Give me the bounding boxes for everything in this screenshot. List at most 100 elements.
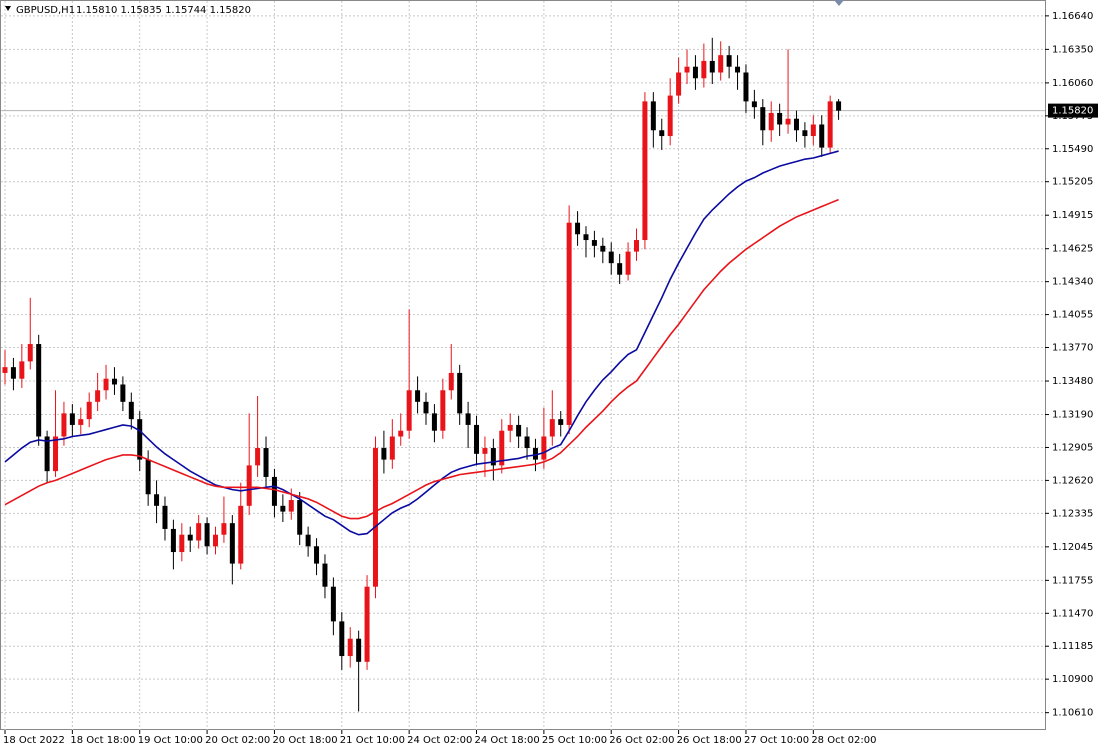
candle-body <box>162 505 168 529</box>
candle-body <box>558 419 564 425</box>
candle-body <box>457 372 463 414</box>
candle-body <box>196 523 202 541</box>
candle-body <box>398 430 404 437</box>
candle-body <box>608 251 614 264</box>
candle-body <box>187 534 193 541</box>
candle-body <box>406 390 412 431</box>
x-tick-label: 20 Oct 02:00 <box>205 735 270 746</box>
x-tick-label: 26 Oct 18:00 <box>677 735 742 746</box>
y-tick-label: 1.10900 <box>1052 674 1093 685</box>
moving-average <box>4 198 839 520</box>
y-tick-label: 1.12905 <box>1052 442 1093 453</box>
x-tick-label: 20 Oct 18:00 <box>272 735 337 746</box>
candle-body <box>36 344 42 437</box>
candle-body <box>836 101 842 111</box>
candle-body <box>634 240 639 252</box>
candle-body <box>389 436 395 460</box>
candle-body <box>650 101 656 131</box>
y-tick-label: 1.16060 <box>1052 78 1093 89</box>
x-tick-label: 18 Oct 18:00 <box>70 735 135 746</box>
candle-body <box>53 436 59 472</box>
candle-body <box>381 448 387 460</box>
candle-body <box>213 534 218 547</box>
candle-body <box>474 424 480 454</box>
y-tick-label: 1.14915 <box>1052 210 1093 221</box>
candle-body <box>128 401 134 420</box>
candle-body <box>372 448 378 587</box>
y-tick-label: 1.14625 <box>1052 244 1093 255</box>
candle-body <box>743 72 749 102</box>
candle-body <box>322 563 328 587</box>
candle-body <box>810 124 816 137</box>
x-tick-label: 18 Oct 2022 <box>3 735 65 746</box>
y-tick-label: 1.13770 <box>1052 343 1093 354</box>
candle-body <box>103 378 109 391</box>
candle-body <box>238 505 244 564</box>
candle-body <box>204 523 210 547</box>
candle-body <box>549 419 555 437</box>
candle-body <box>566 222 572 425</box>
candle-body <box>777 112 783 125</box>
candle-body <box>532 448 538 460</box>
candle-body <box>448 372 454 391</box>
x-tick-label: 19 Oct 10:00 <box>138 735 203 746</box>
candle-body <box>751 101 757 108</box>
candle-body <box>793 118 799 131</box>
y-tick-label: 1.11185 <box>1052 641 1093 652</box>
candle-body <box>86 401 92 420</box>
candle-body <box>95 390 101 402</box>
candle-body <box>263 448 269 477</box>
candle-body <box>465 413 471 425</box>
grid <box>1 1 1045 730</box>
candle-body <box>667 95 673 137</box>
candle-body <box>600 245 606 252</box>
menu-arrow[interactable] <box>5 6 11 11</box>
candle-body <box>356 638 362 662</box>
candle-body <box>507 424 513 431</box>
candle-body <box>617 263 623 275</box>
candle-body <box>575 222 581 235</box>
candle-body <box>415 390 421 402</box>
moving-average <box>4 150 839 536</box>
last-price-box <box>1048 103 1098 118</box>
x-tick-label: 27 Oct 10:00 <box>744 735 809 746</box>
candle-body <box>625 251 631 275</box>
candle-body <box>2 367 8 373</box>
axes: 1.166401.163501.160601.157751.154901.152… <box>3 11 1098 746</box>
candle-body <box>726 55 732 67</box>
x-tick-label: 25 Oct 10:00 <box>542 735 607 746</box>
y-tick-label: 1.12335 <box>1052 508 1093 519</box>
y-tick-label: 1.12620 <box>1052 475 1093 486</box>
y-tick-label: 1.15205 <box>1052 177 1093 188</box>
x-tick-label: 21 Oct 10:00 <box>340 735 405 746</box>
candle-body <box>490 448 496 466</box>
candle-body <box>111 378 117 385</box>
candle-body <box>827 101 833 148</box>
shift-marker[interactable] <box>834 0 844 6</box>
candle-body <box>735 66 741 73</box>
candle-body <box>10 367 16 379</box>
y-tick-label: 1.13190 <box>1052 410 1093 421</box>
candle-body <box>280 505 286 512</box>
candle-body <box>819 124 825 148</box>
candle-body <box>69 413 75 425</box>
candle-body <box>27 344 33 362</box>
candle-body <box>524 436 530 449</box>
candle-body <box>709 60 715 73</box>
candle-body <box>423 401 429 414</box>
candle-body <box>44 436 50 472</box>
candle-body <box>288 500 294 512</box>
candle-body <box>255 448 261 466</box>
candle-body <box>642 101 648 241</box>
x-tick-label: 26 Oct 02:00 <box>609 735 674 746</box>
candle-body <box>61 413 67 437</box>
candle-body <box>591 240 597 246</box>
candle-body <box>516 424 522 437</box>
candle-body <box>297 500 303 535</box>
candle-body <box>431 413 437 431</box>
x-tick-label: 24 Oct 18:00 <box>475 735 540 746</box>
ohlc-header: 1.15810 1.15835 1.15744 1.15820 <box>76 5 251 16</box>
candle-body <box>137 419 143 460</box>
candle-body <box>676 72 682 96</box>
